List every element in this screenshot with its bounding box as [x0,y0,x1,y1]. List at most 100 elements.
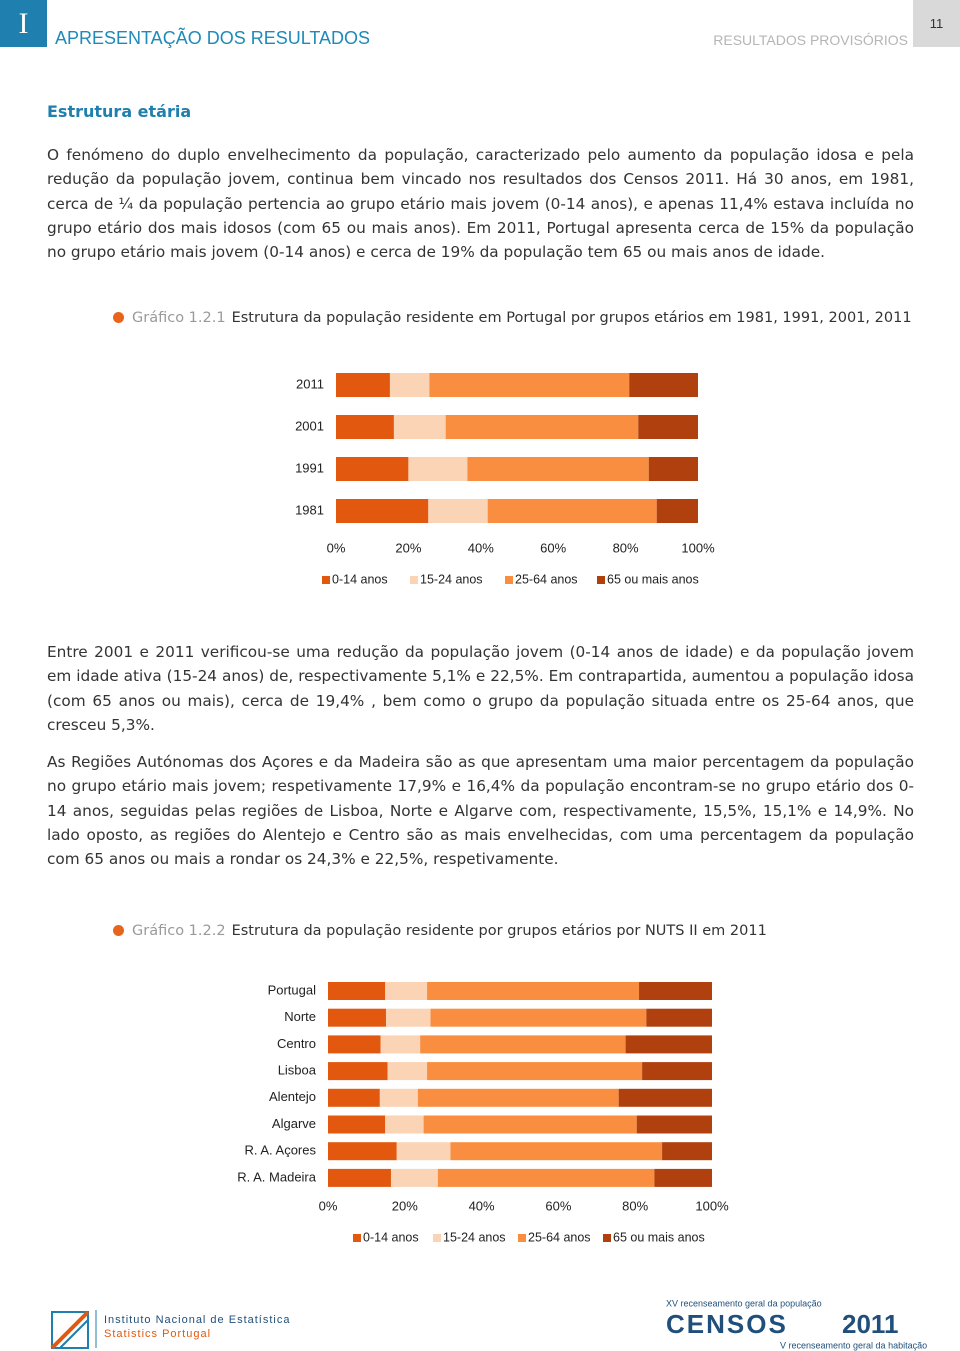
bar-segment [437,1168,655,1187]
bar-segment [646,1008,712,1027]
y-tick-label: Alentejo [269,1089,316,1104]
bar-segment [385,1115,424,1134]
bar-segment [487,499,657,523]
x-tick-label: 100% [681,540,715,555]
x-tick-label: 0% [319,1198,338,1213]
header-right: RESULTADOS PROVISÓRIOS [713,32,908,48]
x-tick-label: 40% [469,1198,495,1213]
institute: Instituto Nacional de Estatística [104,1314,290,1326]
bar-segment [328,1115,386,1134]
y-tick-label: R. A. Açores [244,1143,316,1158]
y-tick-label: Centro [277,1036,316,1051]
bar-segment [389,373,430,397]
bar-segment [648,457,698,481]
bar-segment [380,1035,421,1054]
bar-segment [642,1062,712,1081]
bar-segment [662,1142,712,1161]
census-year: 2011 [842,1309,898,1339]
bar-segment [638,415,698,439]
bar-segment [618,1088,712,1107]
bar-segment [429,373,630,397]
bar-segment [396,1142,451,1161]
footer: Instituto Nacional de Estatística Statis… [50,1298,927,1350]
bar-segment [336,373,390,397]
x-tick-label: 60% [545,1198,571,1213]
bar-segment [427,982,640,1000]
header-title: APRESENTAÇÃO DOS RESULTADOS [55,28,371,48]
caption: Gráfico 1.2.2 Estrutura da população resi… [113,923,767,939]
bar-segment [450,1142,663,1161]
bar-segment [336,499,429,523]
paragraph: Entre 2001 e 2011 verificou-se uma reduç… [47,643,914,734]
bar-segment [445,415,639,439]
bar-segment [379,1088,418,1107]
bar-segment [423,1115,637,1134]
bar-segment [387,1062,428,1081]
y-tick-label: Norte [284,1009,316,1024]
chart: 0% 20% 40% 60% 80% 100% 2011 2001 1991 1981 0-14 a… [295,373,715,586]
legend-swatch [597,576,605,584]
paragraph: As Regiões Autónomas dos Açores e da Mad… [47,753,914,869]
bar-segment [328,1142,397,1161]
bar-segment [417,1088,619,1107]
ine-logo [50,1310,97,1350]
legend-swatch [433,1234,441,1242]
y-tick-label: 1991 [295,460,324,475]
bar-segment [385,982,428,1000]
bar-segment [390,1168,438,1187]
caption-number: Gráfico 1.2.2 [132,923,226,939]
y-tick-label: Lisboa [278,1063,317,1078]
legend-label: 15-24 anos [420,572,483,586]
census-bottom: V recenseamento geral da habitação [780,1340,927,1350]
legend-label: 0-14 anos [332,572,388,586]
paragraph: O fenómeno do duplo envelhecimento da po… [47,146,914,262]
legend-swatch [410,576,418,584]
bar-segment [336,457,409,481]
bar-segment [420,1035,626,1054]
y-tick-label: Algarve [272,1116,316,1131]
legend-swatch [322,576,330,584]
caption-title: Estrutura da população residente por gru… [231,923,767,939]
x-tick-label: 80% [622,1198,648,1213]
caption-number: Gráfico 1.2.1 [132,310,226,326]
bar-segment [385,1008,431,1027]
page-number: 11 [913,0,960,47]
bar-segment [328,1088,380,1107]
x-tick-label: 100% [695,1198,729,1213]
bar-segment [393,415,446,439]
bar-segment [328,1168,391,1187]
x-tick-label: 40% [468,540,494,555]
bar-segment [639,982,712,1000]
bar-segment [629,373,698,397]
bar-segment [328,1035,381,1054]
legend-swatch [518,1234,526,1242]
bar-segment [625,1035,712,1054]
bar-segment [467,457,649,481]
legend-label: 25-64 anos [515,572,578,586]
x-tick-label: 20% [392,1198,418,1213]
legend-label: 25-64 anos [528,1230,591,1244]
y-tick-label: R. A. Madeira [237,1169,317,1184]
bar-segment [428,499,488,523]
institute-en: Statistics Portugal [104,1328,211,1340]
x-tick-label: 0% [327,540,346,555]
chart: 0% 20% 40% 60% 80% 100% Portugal Norte Centro Lis… [237,982,729,1244]
legend-label: 0-14 anos [363,1230,419,1244]
section-letter: I [0,0,47,47]
bar-segment [408,457,468,481]
y-tick-label: 1981 [295,502,324,517]
caption-title: Estrutura da população residente em Port… [231,310,912,326]
y-tick-label: Portugal [268,982,317,997]
bar-segment [336,415,394,439]
legend-swatch [505,576,513,584]
census-name: CENSOS [666,1309,788,1339]
y-tick-label: 2001 [295,418,324,433]
x-tick-label: 60% [540,540,566,555]
section-title: Estrutura etária [47,102,192,121]
bar-segment [430,1008,647,1027]
x-tick-label: 20% [395,540,421,555]
legend-label: 65 ou mais anos [607,572,699,586]
caption: Gráfico 1.2.1 Estrutura da população resi… [113,310,912,326]
bar-segment [328,1008,386,1027]
